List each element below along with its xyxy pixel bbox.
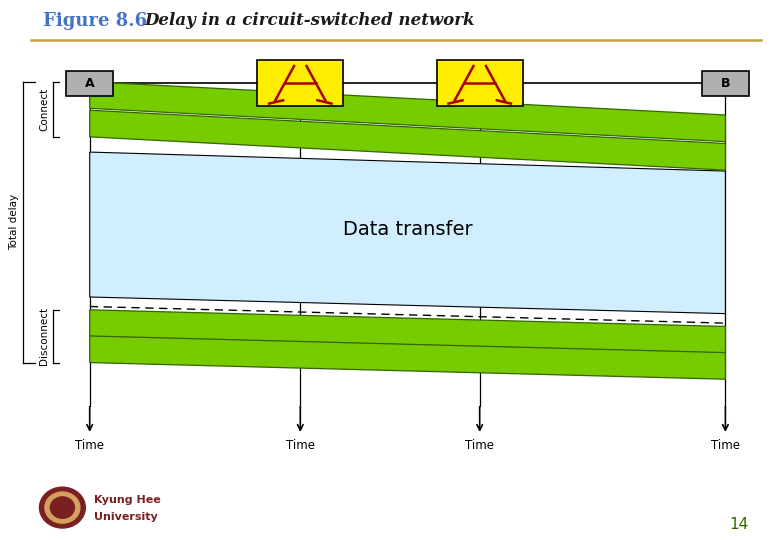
Text: Total delay: Total delay	[9, 194, 20, 250]
Text: Time: Time	[285, 438, 315, 451]
Polygon shape	[90, 82, 725, 141]
Text: Time: Time	[75, 438, 105, 451]
Text: Delay in a circuit-switched network: Delay in a circuit-switched network	[144, 12, 475, 29]
Polygon shape	[90, 110, 725, 170]
FancyBboxPatch shape	[66, 71, 113, 96]
FancyBboxPatch shape	[437, 60, 523, 106]
Text: Data transfer: Data transfer	[342, 220, 473, 239]
Text: Disconnect: Disconnect	[39, 307, 49, 365]
FancyBboxPatch shape	[257, 60, 343, 106]
Polygon shape	[90, 336, 725, 379]
Circle shape	[40, 487, 85, 528]
Text: 14: 14	[729, 517, 749, 532]
Text: University: University	[94, 512, 158, 522]
Text: Connect: Connect	[39, 87, 49, 131]
Text: A: A	[85, 77, 94, 90]
Text: Kyung Hee: Kyung Hee	[94, 495, 161, 505]
Circle shape	[51, 497, 74, 518]
Text: B: B	[721, 77, 730, 90]
Text: Time: Time	[711, 438, 740, 451]
Circle shape	[45, 492, 80, 523]
Text: Figure 8.6: Figure 8.6	[43, 12, 147, 30]
Polygon shape	[90, 310, 725, 353]
FancyBboxPatch shape	[702, 71, 749, 96]
Polygon shape	[90, 152, 725, 314]
Text: Time: Time	[465, 438, 495, 451]
